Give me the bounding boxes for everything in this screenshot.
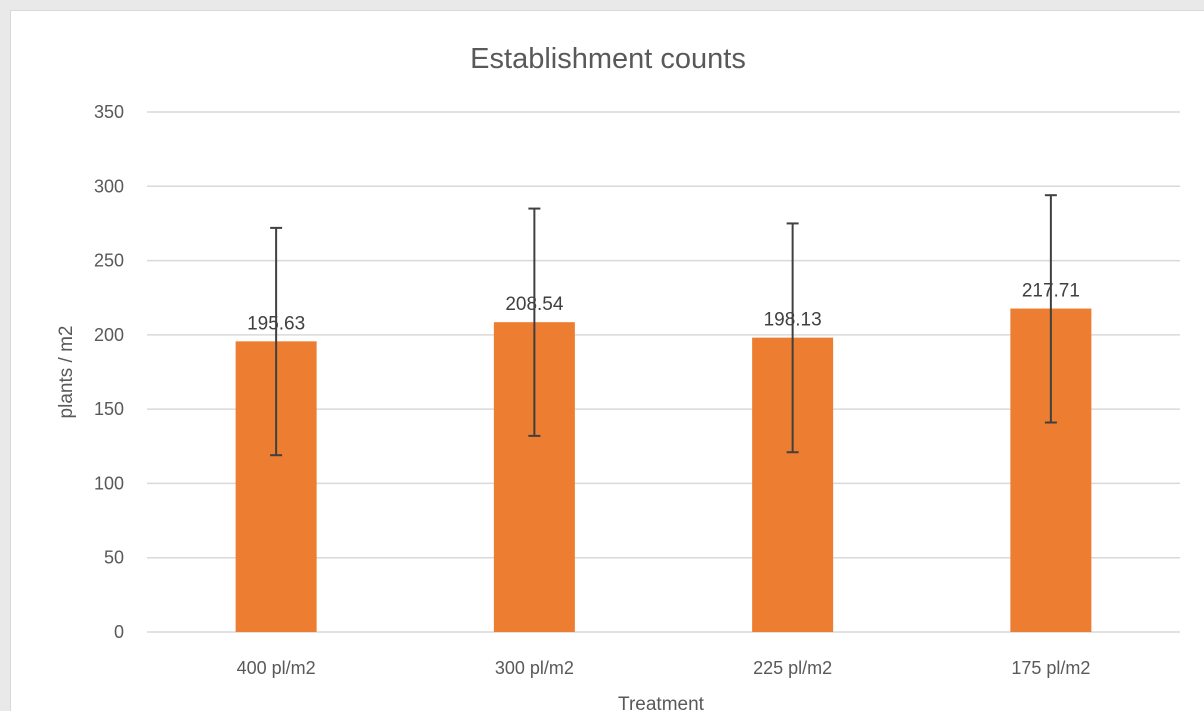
data-label: 195.63 [247, 313, 305, 334]
y-tick-label: 200 [94, 325, 124, 345]
x-tick-label: 400 pl/m2 [237, 658, 316, 678]
x-axis-ticks: 400 pl/m2 300 pl/m2 225 pl/m2 175 pl/m2 [237, 658, 1091, 678]
y-tick-label: 350 [94, 102, 124, 122]
y-tick-label: 250 [94, 251, 124, 271]
x-tick-label: 175 pl/m2 [1011, 658, 1090, 678]
y-tick-label: 300 [94, 176, 124, 196]
y-tick-label: 150 [94, 399, 124, 419]
y-axis-label: plants / m2 [56, 326, 77, 419]
chart-title: Establishment counts [470, 43, 746, 75]
data-label: 208.54 [505, 294, 564, 315]
data-label: 198.13 [764, 310, 822, 331]
x-tick-label: 300 pl/m2 [495, 658, 574, 678]
chart-area [10, 10, 1204, 711]
gridlines [147, 111, 1180, 633]
bars [235, 308, 1092, 632]
y-tick-label: 100 [94, 473, 124, 493]
y-tick-label: 0 [114, 622, 124, 642]
y-axis-ticks: 0 50 100 150 200 250 300 350 [94, 102, 124, 642]
data-label: 217.71 [1022, 281, 1080, 302]
y-tick-label: 50 [104, 548, 124, 568]
x-tick-label: 225 pl/m2 [753, 658, 832, 678]
x-axis-label: Treatment [618, 694, 705, 711]
data-labels: 195.63 208.54 198.13 217.71 [247, 281, 1080, 335]
error-bars [270, 194, 1057, 457]
